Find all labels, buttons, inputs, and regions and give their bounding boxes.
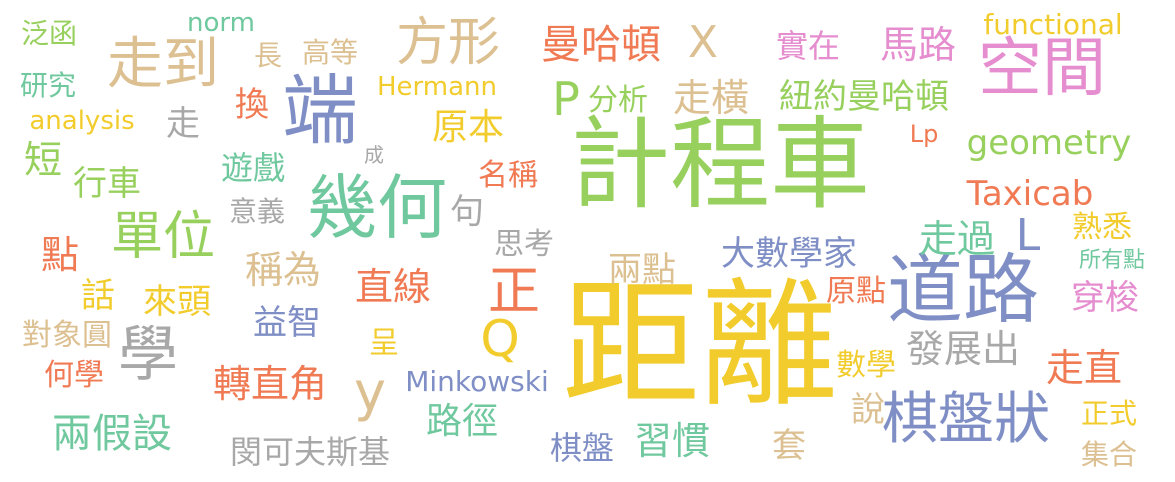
word-計程車: 計程車 (570, 106, 870, 223)
word-走直: 走直 (1045, 346, 1123, 390)
word-數學: 數學 (836, 348, 896, 383)
word-兩假設: 兩假設 (52, 411, 172, 457)
word-走: 走 (166, 104, 200, 144)
word-何學: 何學 (44, 358, 104, 393)
word-單位: 單位 (110, 207, 216, 267)
word-長: 長 (253, 39, 283, 72)
word-遊戲: 遊戲 (220, 149, 286, 187)
word-geometry: geometry (966, 123, 1132, 163)
word-空間: 空間 (978, 32, 1106, 106)
word-functional: functional (983, 8, 1123, 41)
word-轉直角: 轉直角 (212, 362, 328, 406)
word-學: 學 (118, 320, 178, 390)
word-直線: 直線 (354, 265, 432, 309)
word-原點: 原點 (826, 274, 886, 309)
word-泛函: 泛函 (20, 17, 78, 50)
word-研究: 研究 (19, 69, 77, 102)
word-P: P (552, 72, 580, 126)
word-道路: 道路 (887, 245, 1039, 334)
word-句: 句 (450, 192, 484, 232)
word-大數學家: 大數學家 (721, 234, 857, 274)
word-意義: 意義 (228, 195, 286, 228)
word-呈: 呈 (369, 326, 399, 361)
word-Hermann: Hermann (377, 72, 497, 102)
word-稱為: 稱為 (244, 248, 322, 292)
word-正式: 正式 (1080, 397, 1138, 430)
word-Taxicab: Taxicab (966, 174, 1094, 214)
word-X: X (687, 17, 719, 68)
word-幾何: 幾何 (307, 167, 447, 249)
word-集合: 集合 (1080, 438, 1138, 471)
word-閔可夫斯基: 閔可夫斯基 (229, 433, 391, 471)
word-來頭: 來頭 (143, 282, 211, 322)
word-分析: 分析 (588, 83, 648, 118)
word-原本: 原本 (431, 107, 505, 148)
word-紐約曼哈頓: 紐約曼哈頓 (779, 77, 949, 117)
word-益智: 益智 (253, 303, 321, 343)
word-點: 點 (40, 233, 80, 277)
word-實在: 實在 (775, 27, 841, 65)
word-換: 換 (235, 85, 269, 125)
word-成: 成 (364, 143, 384, 167)
word-套: 套 (772, 426, 806, 466)
word-棋盤: 棋盤 (549, 429, 615, 467)
word-名稱: 名稱 (478, 158, 538, 193)
word-習慣: 習慣 (633, 419, 711, 463)
word-走到: 走到 (107, 32, 219, 97)
word-兩點: 兩點 (608, 250, 676, 290)
word-短: 短 (23, 138, 63, 182)
word-走過: 走過 (918, 217, 996, 261)
word-Q: Q (480, 310, 520, 368)
word-馬路: 馬路 (879, 23, 957, 67)
word-正: 正 (487, 262, 541, 322)
word-所有點: 所有點 (1078, 248, 1146, 273)
word-analysis: analysis (29, 106, 135, 136)
word-端: 端 (282, 66, 358, 155)
word-距離: 距離 (561, 265, 839, 426)
word-y: y (354, 360, 386, 423)
word-曼哈頓: 曼哈頓 (541, 22, 661, 68)
word-norm: norm (187, 8, 255, 38)
word-思考: 思考 (494, 227, 554, 262)
word-熟悉: 熟悉 (1072, 210, 1132, 245)
word-話: 話 (81, 276, 115, 316)
word-棋盤狀: 棋盤狀 (882, 387, 1050, 452)
word-L: L (1015, 210, 1041, 261)
word-穿梭: 穿梭 (1071, 278, 1139, 318)
word-行車: 行車 (73, 164, 141, 204)
word-發展出: 發展出 (905, 327, 1021, 371)
word-走橫: 走橫 (672, 76, 750, 120)
word-高等: 高等 (301, 36, 359, 69)
word-路徑: 路徑 (425, 401, 499, 442)
word-Minkowski: Minkowski (405, 365, 549, 398)
word-說: 說 (851, 390, 885, 430)
word-對象圓: 對象圓 (22, 318, 112, 353)
word-方形: 方形 (395, 13, 501, 73)
word-Lp: Lp (909, 120, 939, 148)
